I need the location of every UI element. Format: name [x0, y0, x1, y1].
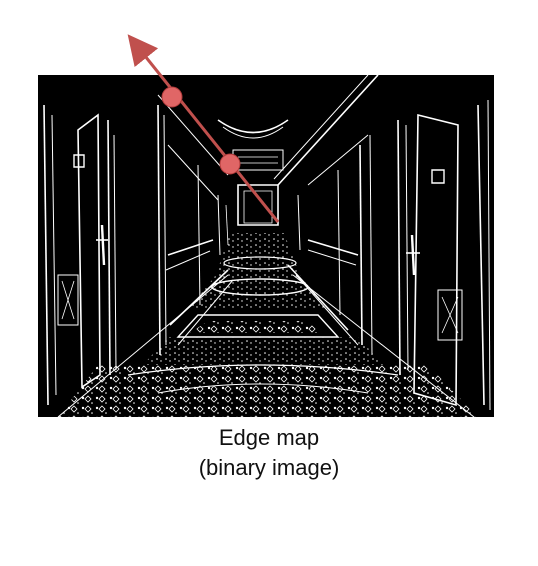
caption-subtitle: (binary image): [198, 455, 340, 480]
caption-title: Edge map: [218, 425, 320, 450]
edge-map-drawing: [43, 75, 491, 417]
edge-map-image: [38, 75, 494, 417]
carpet-pattern: [58, 233, 478, 417]
